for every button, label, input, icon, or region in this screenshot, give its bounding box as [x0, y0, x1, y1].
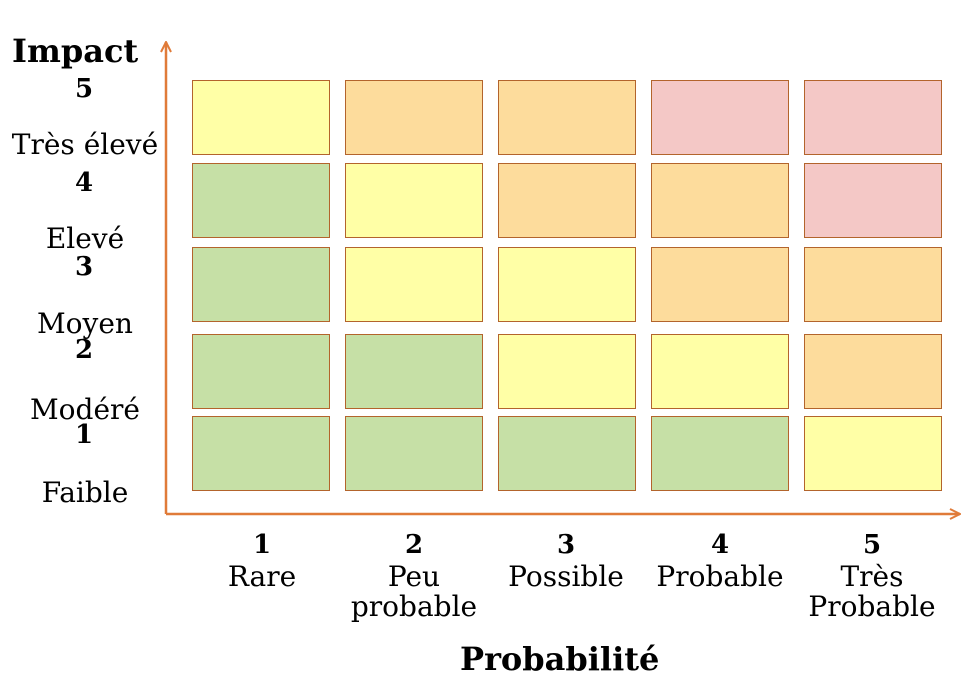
matrix-cell — [651, 334, 789, 409]
matrix-cell — [651, 416, 789, 491]
y-axis-title: Impact — [12, 32, 139, 70]
matrix-cell — [498, 247, 636, 322]
matrix-cell — [498, 163, 636, 238]
matrix-cell — [192, 163, 330, 238]
y-level-num: 1 — [74, 420, 94, 450]
matrix-cell — [345, 334, 483, 409]
matrix-cell — [804, 416, 942, 491]
matrix-cell — [345, 247, 483, 322]
matrix-cell — [192, 80, 330, 155]
x-level-label: Très Probable — [808, 560, 936, 623]
matrix-cell — [804, 80, 942, 155]
y-level-label: Moyen — [37, 307, 133, 340]
matrix-cell — [804, 334, 942, 409]
matrix-cell — [498, 80, 636, 155]
matrix-cell — [498, 416, 636, 491]
x-axis-title: Probabilité — [460, 640, 660, 678]
x-level-label: Possible — [508, 560, 624, 593]
matrix-cell — [804, 247, 942, 322]
matrix-cell — [651, 247, 789, 322]
matrix-cell — [345, 80, 483, 155]
matrix-cell — [804, 163, 942, 238]
x-level-label: Rare — [227, 560, 297, 593]
matrix-cell — [345, 163, 483, 238]
matrix-cell — [651, 163, 789, 238]
x-level-label: Peu probable — [350, 560, 478, 623]
y-level-num: 5 — [74, 74, 94, 104]
matrix-cell — [651, 80, 789, 155]
y-level-num: 4 — [74, 168, 94, 198]
x-level-num: 3 — [556, 530, 576, 560]
y-level-label: Elevé — [45, 222, 125, 255]
matrix-cell — [498, 334, 636, 409]
y-level-label: Faible — [41, 476, 129, 509]
y-level-num: 3 — [74, 252, 94, 282]
y-level-label: Modéré — [30, 393, 140, 426]
x-level-num: 5 — [862, 530, 882, 560]
matrix-cell — [192, 247, 330, 322]
x-level-num: 4 — [710, 530, 730, 560]
matrix-cell — [345, 416, 483, 491]
y-level-label: Très élevé — [11, 128, 159, 161]
y-level-num: 2 — [74, 335, 94, 365]
matrix-cell — [192, 334, 330, 409]
x-level-num: 1 — [252, 530, 272, 560]
x-level-label: Probable — [656, 560, 784, 593]
matrix-cell — [192, 416, 330, 491]
x-level-num: 2 — [404, 530, 424, 560]
